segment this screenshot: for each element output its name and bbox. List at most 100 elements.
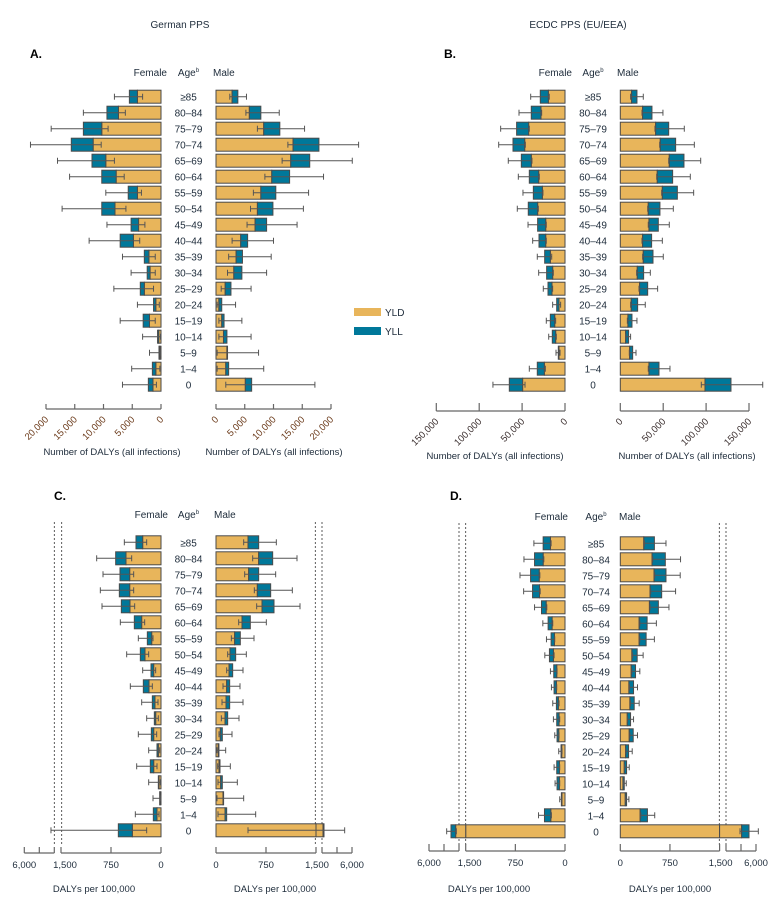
female-yld-bar [558,760,566,775]
age-label: ≥85 [585,93,602,104]
age-label: 80–84 [175,554,203,565]
female-x-axis: 150,000 100,000 50,000 0 Number of DALYs (al… [409,403,570,462]
age-label: 20–24 [582,747,610,758]
age-header-superscript: b [600,68,604,74]
panel-letter: D. [450,489,462,503]
male-header: Male [214,510,236,521]
male-header: Male [619,512,641,523]
male-yld-bar [619,760,625,775]
tick-label: 0 [210,414,222,426]
age-label: 5–9 [180,349,197,360]
age-label: 15–19 [175,762,203,773]
age-row: 55–59 [105,185,310,200]
age-row: 0 [121,377,316,392]
male-x-axis: 0 750 1,500 6,000 DALYs per 100,000 [618,844,768,895]
age-label: 40–44 [582,683,610,694]
male-yld-bar [619,648,633,663]
age-row: ≥85 [530,89,644,104]
column-title-german: German PPS [151,20,210,31]
tick-label: 6,000 [417,858,441,869]
tick-label: 50,000 [640,416,668,444]
tick-label: 10,000 [80,414,108,442]
age-label: 55–59 [579,189,607,200]
male-yld-bar [619,281,641,296]
age-row: 35–39 [536,249,664,264]
female-yld-bar [545,600,566,615]
age-row: 10–14 [548,329,632,344]
female-x-axis-label: DALYs per 100,000 [53,884,135,895]
age-row: ≥85 [123,535,277,550]
male-yld-bar [619,137,661,152]
age-row: 75–79 [519,568,681,583]
age-row: 0 [446,824,759,839]
male-yld-bar [215,169,273,184]
age-row: 40–44 [532,233,663,248]
male-yld-bar [619,105,644,120]
tick-label: 15,000 [279,414,307,442]
age-row: 15–19 [545,313,638,328]
panel-a: A. Female Ageb Male ≥85 80–84 75–79 70–74 65–69 6… [23,47,360,458]
tick-label: 15,000 [52,414,80,442]
age-row: 10–14 [554,776,627,791]
tick-label: 6,000 [340,860,364,871]
female-x-axis-label: DALYs per 100,000 [448,884,530,895]
age-label: 80–84 [175,109,203,120]
age-row: 0 [50,823,346,838]
age-row: 25–29 [113,281,252,296]
male-yld-bar [619,265,638,280]
age-label: 5–9 [180,794,197,805]
male-yld-bar [619,568,655,583]
age-row: 1–4 [131,361,265,376]
legend: YLD YLL [354,308,404,338]
panel-letter: A. [30,47,42,61]
male-yld-bar [619,584,651,599]
male-yld-bar [619,808,641,823]
female-x-axis-label: Number of DALYs (all infections) [43,447,180,458]
age-row: 55–59 [545,632,655,647]
age-label: 50–54 [579,205,607,216]
female-yld-bar [538,568,566,583]
age-row: 35–39 [121,249,272,264]
male-yld-bar [215,615,243,630]
age-row: 60–64 [119,615,267,630]
age-header: Ageb [178,510,200,521]
male-yld-bar [619,297,632,312]
female-yld-bar [129,567,162,582]
panel-letter: B. [444,47,456,61]
female-yld-bar [552,265,566,280]
age-label: 45–49 [175,221,203,232]
age-label: 25–29 [582,731,610,742]
age-label: 80–84 [579,109,607,120]
male-yld-bar [619,169,658,184]
age-row: 20–24 [136,297,237,312]
age-label: 30–34 [175,714,203,725]
age-label: 1–4 [180,365,197,376]
age-label: 65–69 [175,157,203,168]
age-row: 50–54 [61,201,304,216]
female-yld-bar [524,137,566,152]
male-yld-bar [215,599,263,614]
age-row: 10–14 [148,775,238,790]
female-yld-bar [455,824,467,839]
female-yld-bar [558,776,566,791]
tick-label: 50,000 [499,416,527,444]
age-label: 70–74 [579,141,607,152]
age-header: Ageb [582,68,604,79]
female-yld-bar [549,249,566,264]
age-label: 1–4 [180,810,197,821]
male-yld-bar [619,600,650,615]
age-label: 0 [593,827,599,838]
panel-letter: C. [54,489,66,503]
age-row: 20–24 [148,743,227,758]
male-yld-bar [619,217,650,232]
male-yld-bar [619,249,644,264]
age-label: 1–4 [588,811,605,822]
age-label: 70–74 [582,587,610,598]
male-yld-bar [619,345,631,360]
male-yld-bar [619,185,663,200]
tick-label: 5,000 [225,414,250,439]
age-label: ≥85 [180,93,197,104]
age-row: 45–49 [106,217,298,232]
age-row: 20–24 [552,297,646,312]
